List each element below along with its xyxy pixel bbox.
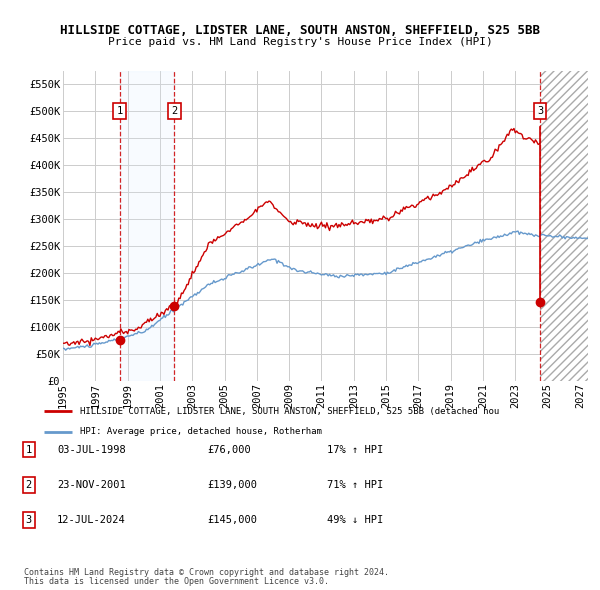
Text: This data is licensed under the Open Government Licence v3.0.: This data is licensed under the Open Gov… bbox=[24, 578, 329, 586]
Text: 12-JUL-2024: 12-JUL-2024 bbox=[57, 516, 126, 525]
Text: 1: 1 bbox=[26, 445, 32, 454]
Text: 1: 1 bbox=[116, 106, 122, 116]
Text: £139,000: £139,000 bbox=[207, 480, 257, 490]
Text: 23-NOV-2001: 23-NOV-2001 bbox=[57, 480, 126, 490]
Text: Contains HM Land Registry data © Crown copyright and database right 2024.: Contains HM Land Registry data © Crown c… bbox=[24, 568, 389, 577]
Text: 03-JUL-1998: 03-JUL-1998 bbox=[57, 445, 126, 454]
Text: Price paid vs. HM Land Registry's House Price Index (HPI): Price paid vs. HM Land Registry's House … bbox=[107, 37, 493, 47]
Text: 71% ↑ HPI: 71% ↑ HPI bbox=[327, 480, 383, 490]
Text: 17% ↑ HPI: 17% ↑ HPI bbox=[327, 445, 383, 454]
Bar bbox=[119, 71, 175, 381]
Text: HILLSIDE COTTAGE, LIDSTER LANE, SOUTH ANSTON, SHEFFIELD, S25 5BB: HILLSIDE COTTAGE, LIDSTER LANE, SOUTH AN… bbox=[60, 24, 540, 37]
Bar bbox=[540, 71, 588, 381]
Text: 3: 3 bbox=[26, 516, 32, 525]
Text: 2: 2 bbox=[26, 480, 32, 490]
Text: 49% ↓ HPI: 49% ↓ HPI bbox=[327, 516, 383, 525]
Text: £76,000: £76,000 bbox=[207, 445, 251, 454]
Text: 2: 2 bbox=[172, 106, 178, 116]
Text: HILLSIDE COTTAGE, LIDSTER LANE, SOUTH ANSTON, SHEFFIELD, S25 5BB (detached hou: HILLSIDE COTTAGE, LIDSTER LANE, SOUTH AN… bbox=[80, 407, 499, 416]
Text: 3: 3 bbox=[537, 106, 543, 116]
Text: £145,000: £145,000 bbox=[207, 516, 257, 525]
Text: HPI: Average price, detached house, Rotherham: HPI: Average price, detached house, Roth… bbox=[80, 427, 322, 436]
